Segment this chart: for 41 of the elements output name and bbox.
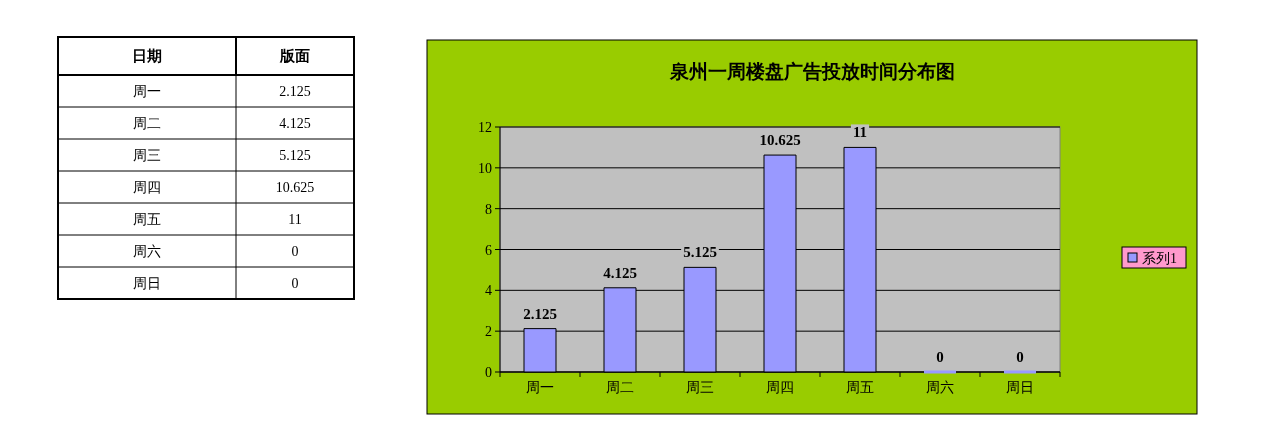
table-cell-category: 周五 [133, 212, 161, 227]
table-cell-value: 11 [288, 212, 302, 227]
table-cell-value: 2.125 [279, 84, 311, 99]
y-tick-label: 8 [485, 201, 492, 217]
x-tick-label: 周四 [766, 380, 794, 395]
table-cell-value: 10.625 [275, 180, 315, 195]
data-label: 10.625 [759, 132, 801, 149]
table-cell-category: 周六 [133, 244, 161, 259]
data-label: 5.125 [683, 244, 717, 261]
table-cell-value: 0 [291, 276, 299, 291]
data-label: 11 [852, 124, 868, 141]
table-cell-value: 4.125 [279, 116, 311, 131]
table-header: 日期 [132, 48, 162, 64]
x-tick-label: 周六 [926, 380, 954, 395]
x-tick-label: 周三 [686, 380, 714, 395]
table-cell-value: 0 [291, 244, 299, 259]
y-tick-label: 10 [478, 160, 492, 176]
legend-label: 系列1 [1142, 251, 1177, 266]
x-tick-label: 周二 [606, 380, 634, 395]
chart-title: 泉州一周楼盘广告投放时间分布图 [668, 61, 955, 82]
y-tick-label: 2 [485, 324, 492, 340]
data-label: 2.125 [523, 305, 557, 322]
table-cell-category: 周四 [133, 180, 161, 195]
y-tick-label: 0 [485, 365, 492, 380]
data-label: 4.125 [603, 264, 637, 281]
data-label: 0 [1016, 349, 1024, 365]
x-tick-label: 周日 [1006, 380, 1034, 395]
y-tick-label: 4 [485, 283, 492, 299]
y-tick-label: 6 [485, 242, 492, 258]
x-tick-label: 周一 [526, 380, 554, 395]
table-header: 版面 [280, 48, 310, 64]
x-tick-label: 周五 [846, 380, 874, 395]
legend: 系列1 [1121, 246, 1187, 269]
table-cell-category: 周一 [133, 84, 161, 99]
table-cell-category: 周三 [133, 148, 161, 163]
table-cell-category: 周日 [133, 276, 161, 291]
table-cell-value: 5.125 [279, 148, 311, 163]
y-tick-label: 12 [478, 120, 492, 135]
data-label: 0 [936, 349, 944, 365]
chart: 泉州一周楼盘广告投放时间分布图 0 2 4 6 8 10 12 周一 周二 周三 周四 周五 周六 周日 2.125 4.125 5.125 10.625 11 0 0 系列1 [426, 39, 1198, 415]
table-cell-category: 周二 [133, 116, 161, 131]
